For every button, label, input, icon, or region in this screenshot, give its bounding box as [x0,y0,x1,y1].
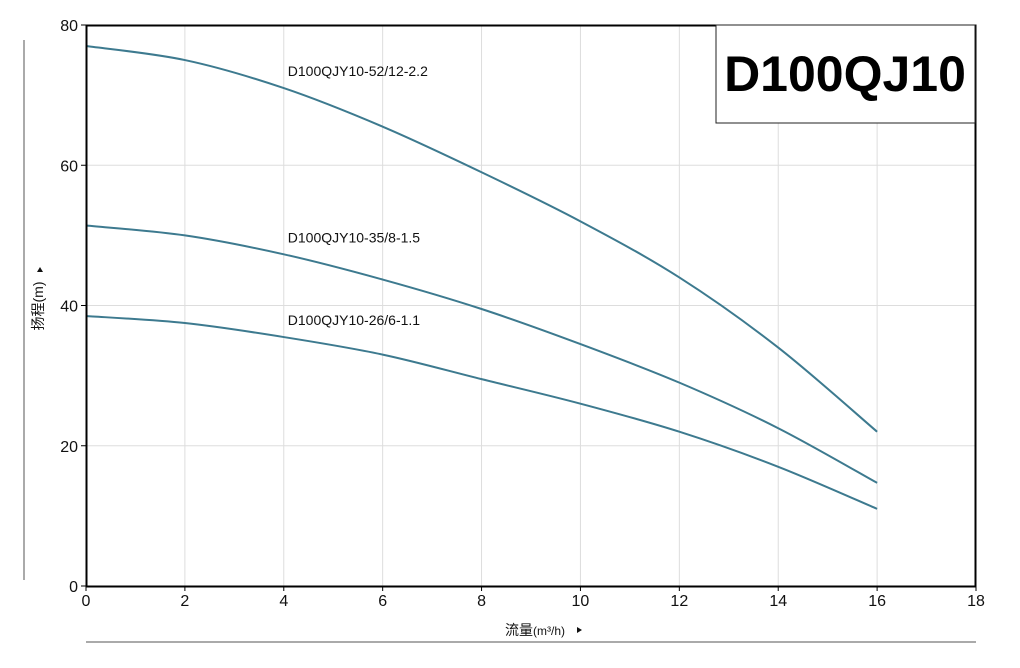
x-axis-unit: (m³/h) [533,624,565,638]
series-label: D100QJY10-35/8-1.5 [288,229,421,245]
series-lines [85,45,878,510]
x-tick-label: 14 [769,593,787,610]
y-tick-label: 20 [60,439,78,456]
model-title: D100QJ10 [724,46,966,102]
series-labels: D100QJY10-52/12-2.2 D100QJY10-35/8-1.5 D10… [288,63,428,328]
x-tick-label: 8 [477,593,486,610]
y-tick-label: 80 [60,18,78,35]
y-tick-label: 40 [60,299,78,316]
series-line [85,45,878,433]
x-tick-label: 10 [572,593,590,610]
plot-frame [85,24,977,588]
y-tick-label: 0 [69,579,78,596]
x-tick-label: 2 [180,593,189,610]
series-line [85,315,878,510]
series-line [85,224,878,484]
x-tick-label: 0 [82,593,91,610]
x-tick-label: 4 [279,593,288,610]
x-axis-arrow-icon [577,627,582,633]
y-axis-title: 扬程(m) [30,282,46,331]
y-tick-label: 60 [60,158,78,175]
x-tick-label: 16 [868,593,886,610]
x-tick-label: 6 [378,593,387,610]
x-tick-label: 12 [670,593,688,610]
x-tick-label: 18 [967,593,985,610]
x-axis-title-text: 流量 [505,622,533,638]
grid-lines [86,25,976,586]
x-axis-title: 流量(m³/h) [505,622,565,638]
series-label: D100QJY10-26/6-1.1 [288,312,421,328]
y-axis-arrow-icon [37,267,43,272]
series-label: D100QJY10-52/12-2.2 [288,63,428,79]
model-title-box [715,24,976,124]
axis-ticks: 0 2 4 6 8 10 12 14 16 18 0 20 40 60 80 [60,18,985,610]
